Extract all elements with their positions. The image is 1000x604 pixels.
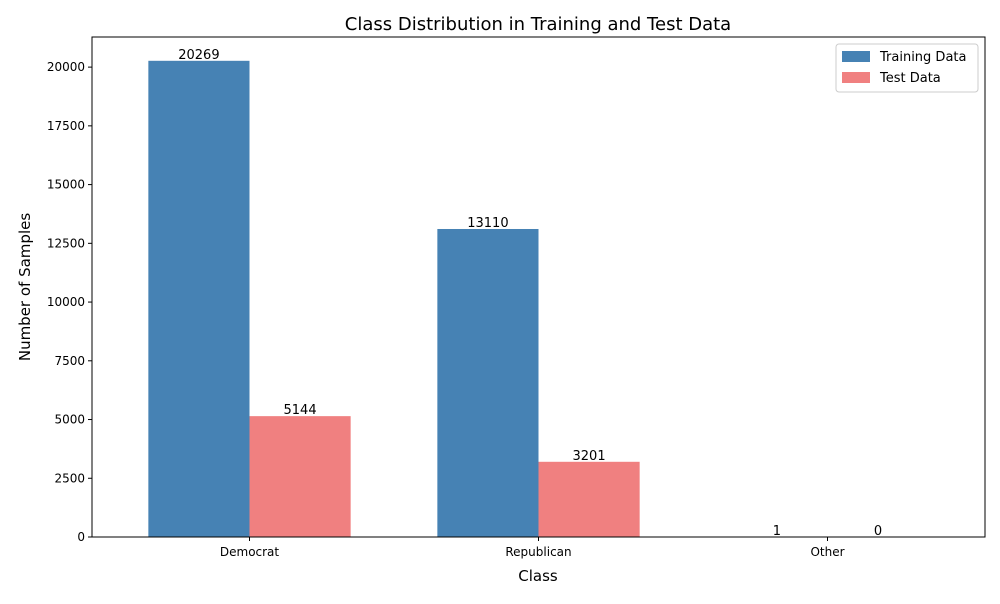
- x-tick-label-republican: Republican: [505, 545, 571, 559]
- x-axis-title: Class: [518, 567, 558, 585]
- data-label-training-republican: 13110: [467, 216, 508, 231]
- legend-swatch-test: [842, 72, 870, 83]
- y-tick-label: 0: [77, 530, 85, 544]
- bar-test-democrat: [250, 416, 351, 537]
- legend-label-test: Test Data: [879, 71, 941, 86]
- y-tick-label: 2500: [54, 471, 85, 485]
- data-label-training-democrat: 20269: [178, 48, 219, 63]
- y-tick-label: 5000: [54, 413, 85, 427]
- data-label-test-republican: 3201: [573, 449, 606, 464]
- y-tick-label: 15000: [47, 178, 85, 192]
- y-tick-label: 7500: [54, 354, 85, 368]
- y-tick-label: 10000: [47, 295, 85, 309]
- legend-label-training: Training Data: [879, 50, 966, 65]
- legend-swatch-training: [842, 51, 870, 62]
- x-tick-label-democrat: Democrat: [220, 545, 280, 559]
- bar-training-democrat: [148, 61, 249, 537]
- chart-title: Class Distribution in Training and Test …: [345, 14, 731, 35]
- bar-test-republican: [539, 462, 640, 537]
- bar-training-republican: [437, 229, 538, 537]
- legend: Training Data Test Data: [836, 44, 978, 92]
- y-axis-title: Number of Samples: [16, 213, 34, 361]
- y-tick-label: 17500: [47, 119, 85, 133]
- x-tick-label-other: Other: [810, 545, 844, 559]
- y-tick-label: 20000: [47, 60, 85, 74]
- y-tick-label: 12500: [47, 236, 85, 250]
- data-label-test-democrat: 5144: [284, 403, 317, 418]
